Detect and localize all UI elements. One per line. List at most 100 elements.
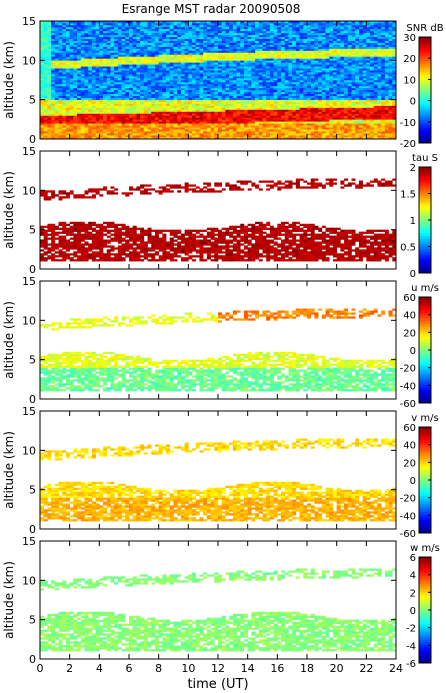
- heatmap-cell: [99, 131, 104, 134]
- heatmap-cell: [91, 137, 96, 140]
- heatmap-cell: [117, 30, 122, 34]
- heatmap-cell: [180, 135, 185, 138]
- heatmap-cell: [151, 91, 156, 95]
- heatmap-cell: [332, 105, 337, 108]
- heatmap-cell: [273, 70, 278, 73]
- heatmap-cell: [206, 30, 211, 34]
- heatmap-cell: [243, 95, 248, 98]
- heatmap-cell: [95, 97, 100, 100]
- heatmap-cell: [40, 135, 45, 138]
- heatmap-cell: [54, 119, 59, 122]
- heatmap-cell: [258, 56, 263, 59]
- heatmap-cell: [158, 21, 163, 24]
- heatmap-cell: [277, 21, 282, 24]
- heatmap-cell: [218, 54, 223, 57]
- heatmap-cell: [125, 44, 130, 47]
- heatmap-cell: [88, 38, 93, 41]
- heatmap-cell: [173, 83, 178, 87]
- heatmap-cell: [151, 21, 156, 24]
- heatmap-cell: [336, 111, 341, 114]
- heatmap-cell: [132, 52, 137, 55]
- heatmap-cell: [281, 54, 286, 57]
- heatmap-cell: [151, 83, 156, 87]
- heatmap-cell: [292, 105, 297, 108]
- heatmap-cell: [65, 58, 70, 61]
- heatmap-cell: [288, 70, 293, 73]
- heatmap-cell: [147, 93, 152, 97]
- heatmap-cell: [336, 101, 341, 104]
- heatmap-cell: [218, 21, 223, 24]
- heatmap-cell: [69, 125, 74, 128]
- heatmap-cell: [180, 36, 185, 39]
- heatmap-cell: [54, 113, 59, 116]
- heatmap-cell: [69, 66, 74, 69]
- heatmap-cell: [58, 40, 63, 43]
- heatmap-cell: [188, 68, 193, 71]
- heatmap-cell: [243, 64, 248, 67]
- heatmap-cell: [88, 95, 93, 98]
- heatmap-cell: [325, 56, 330, 59]
- heatmap-cell: [99, 103, 104, 106]
- heatmap-cell: [214, 93, 219, 97]
- heatmap-cell: [199, 137, 204, 140]
- heatmap-cell: [251, 135, 256, 138]
- heatmap-cell: [229, 137, 234, 140]
- heatmap-cell: [255, 107, 260, 110]
- heatmap-cell: [192, 115, 197, 118]
- heatmap-cell: [321, 32, 326, 36]
- heatmap-cell: [91, 42, 96, 45]
- heatmap-cell: [321, 97, 326, 100]
- heatmap-cell: [95, 32, 100, 36]
- heatmap-cell: [332, 40, 337, 43]
- heatmap-cell: [232, 60, 237, 63]
- heatmap-cell: [318, 74, 323, 77]
- heatmap-cell: [158, 40, 163, 43]
- heatmap-cell: [173, 28, 178, 32]
- heatmap-cell: [69, 103, 74, 106]
- heatmap-cell: [325, 68, 330, 71]
- heatmap-cell: [180, 133, 185, 136]
- heatmap-cell: [184, 24, 189, 28]
- heatmap-cell: [154, 36, 159, 39]
- heatmap-cell: [273, 36, 278, 39]
- heatmap-cell: [199, 38, 204, 41]
- heatmap-cell: [184, 26, 189, 30]
- heatmap-cell: [240, 36, 245, 39]
- heatmap-cell: [218, 109, 223, 112]
- heatmap-cell: [151, 123, 156, 126]
- heatmap-cell: [210, 21, 215, 24]
- heatmap-cell: [69, 76, 74, 79]
- heatmap-cell: [132, 103, 137, 106]
- heatmap-cell: [121, 34, 126, 38]
- heatmap-cell: [114, 109, 119, 112]
- heatmap-cell: [73, 28, 78, 32]
- heatmap-cell: [180, 28, 185, 32]
- heatmap-cell: [281, 36, 286, 39]
- heatmap-cell: [88, 125, 93, 128]
- heatmap-cell: [243, 56, 248, 59]
- heatmap-cell: [125, 95, 130, 98]
- heatmap-cell: [203, 111, 208, 114]
- heatmap-cell: [318, 28, 323, 32]
- heatmap-cell: [206, 32, 211, 36]
- heatmap-cell: [210, 78, 215, 81]
- heatmap-cell: [210, 131, 215, 134]
- heatmap-cell: [43, 50, 48, 53]
- heatmap-cell: [314, 127, 319, 130]
- heatmap-cell: [195, 109, 200, 112]
- heatmap-cell: [206, 44, 211, 47]
- heatmap-cell: [299, 24, 304, 28]
- heatmap-cell: [114, 54, 119, 57]
- heatmap-cell: [318, 24, 323, 28]
- heatmap-cell: [269, 85, 274, 89]
- heatmap-cell: [169, 64, 174, 67]
- heatmap-cell: [184, 111, 189, 114]
- heatmap-cell: [232, 54, 237, 57]
- heatmap-cell: [329, 83, 334, 87]
- heatmap-cell: [99, 83, 104, 87]
- heatmap-cell: [173, 74, 178, 77]
- heatmap-cell: [80, 115, 85, 118]
- heatmap-cell: [129, 105, 134, 108]
- heatmap-cell: [288, 21, 293, 24]
- heatmap-cell: [318, 81, 323, 85]
